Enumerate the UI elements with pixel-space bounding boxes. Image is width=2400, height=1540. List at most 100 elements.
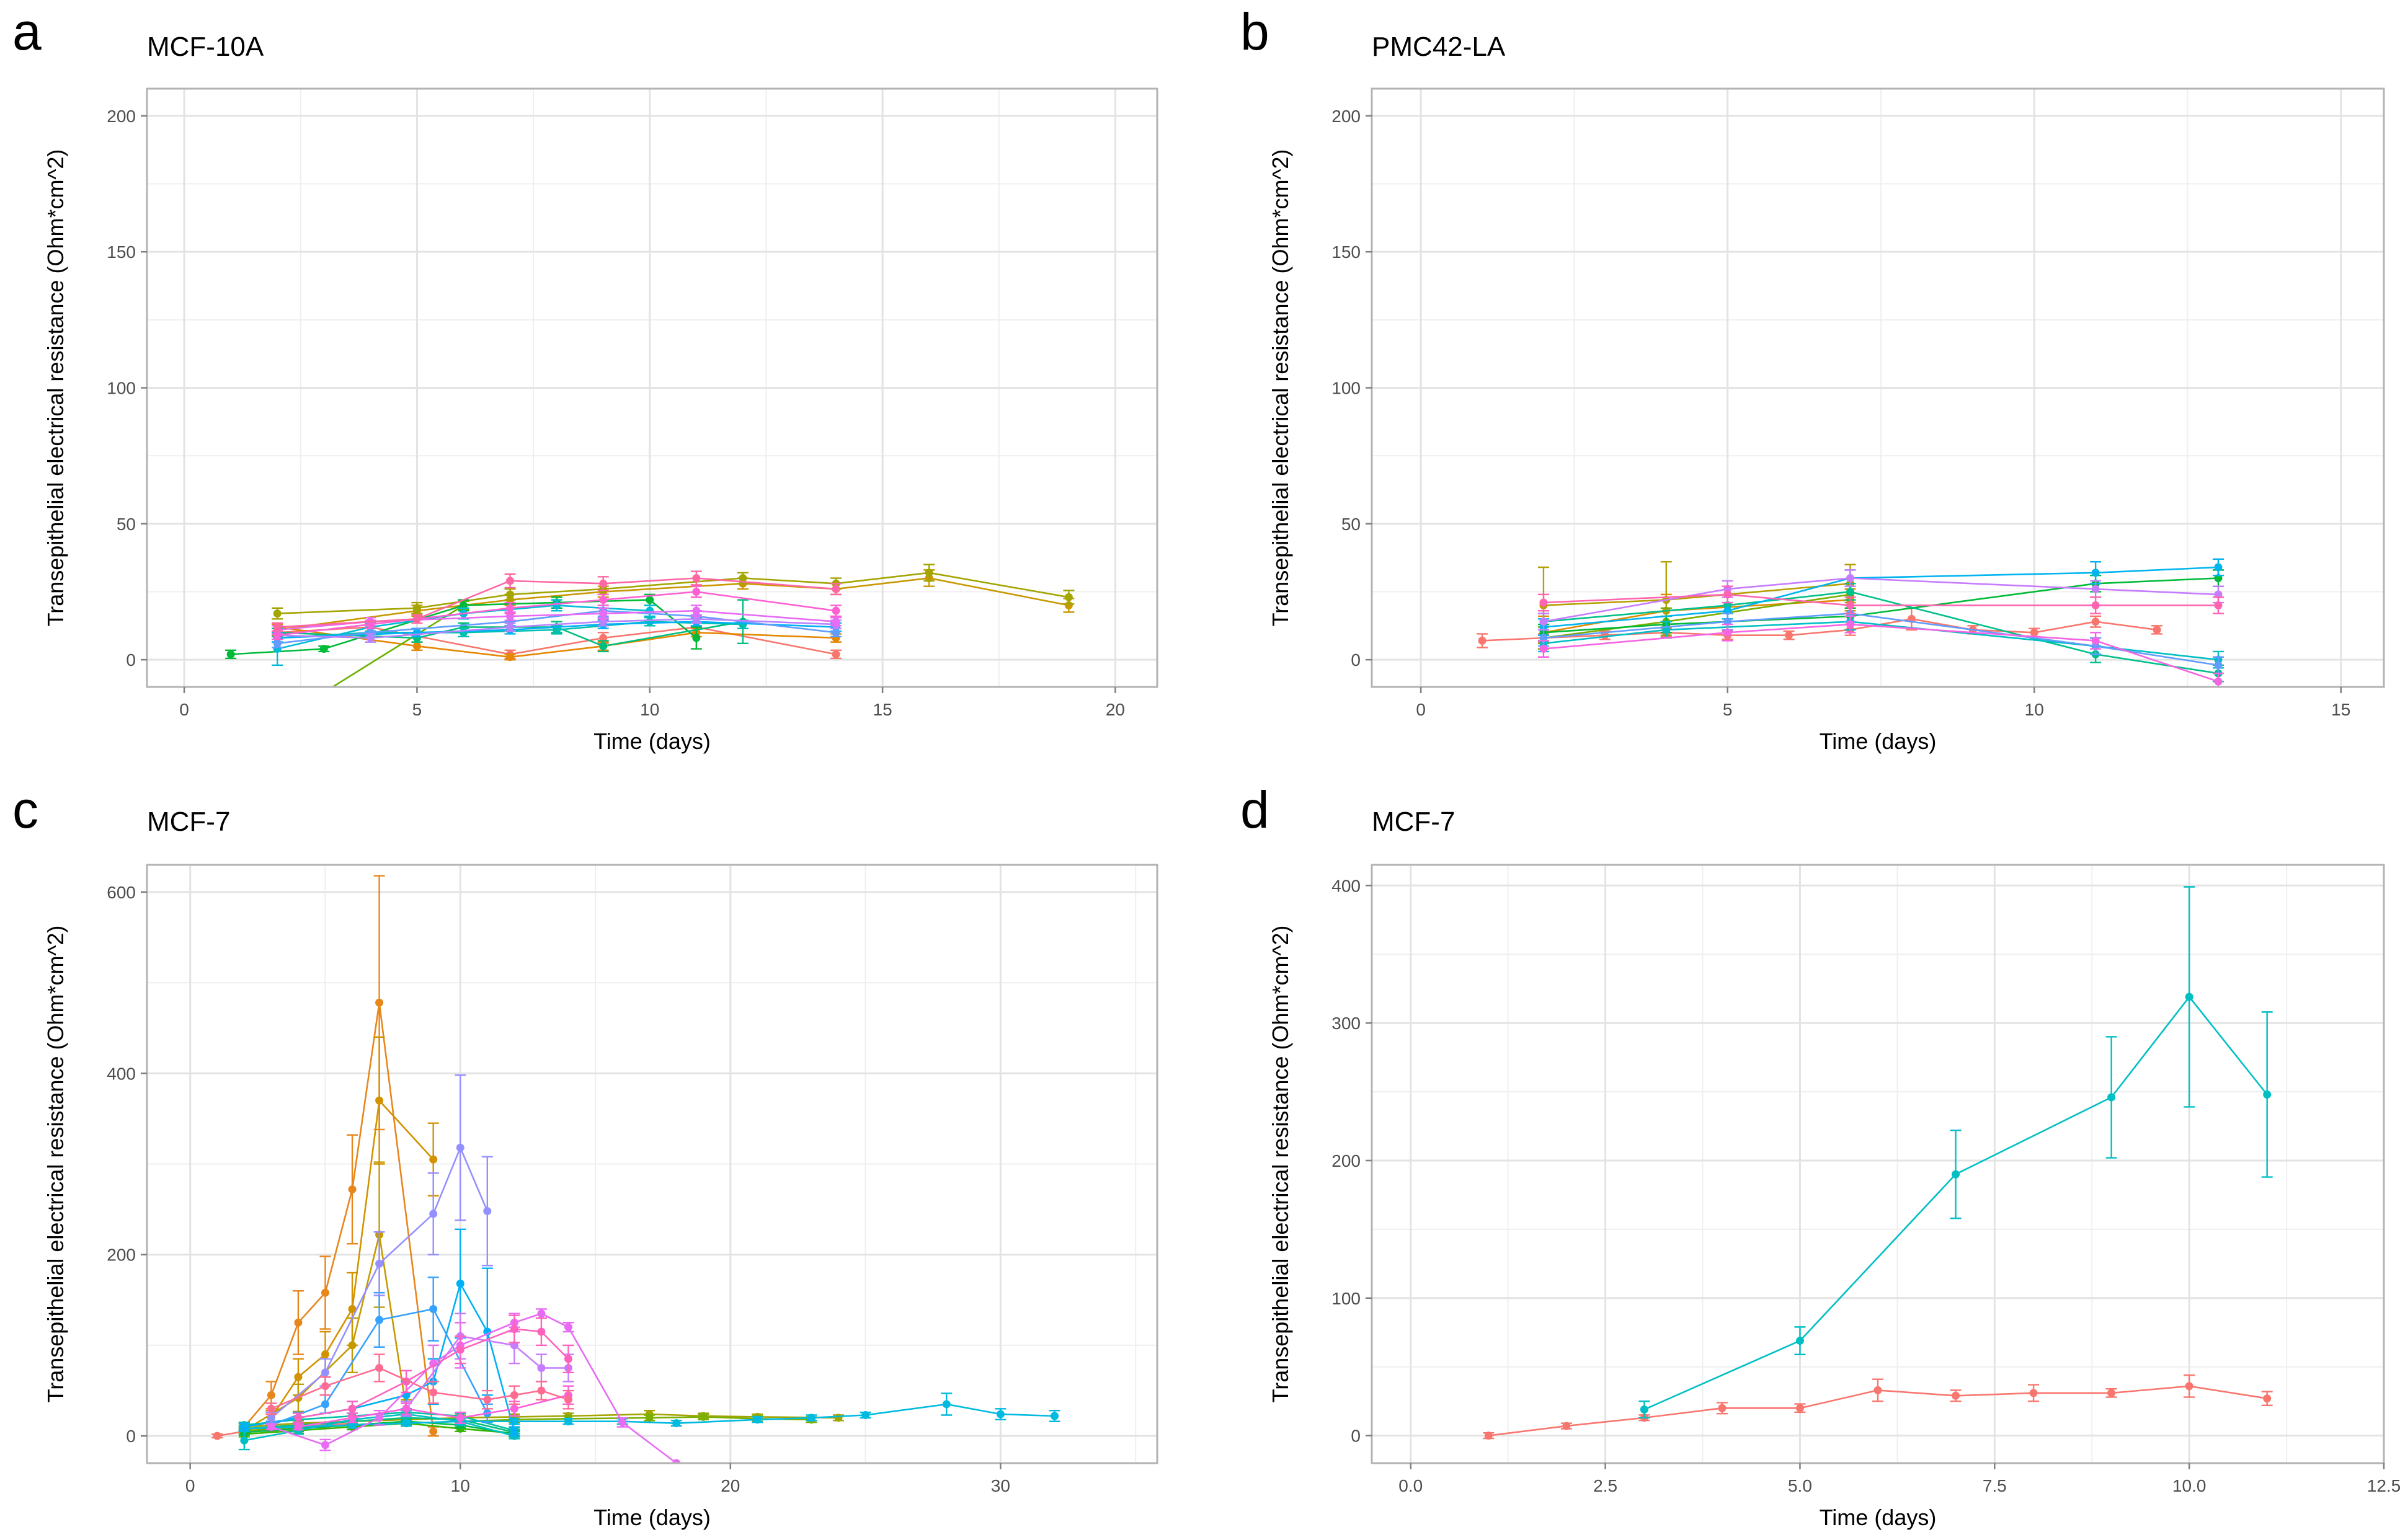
data-point [1064,593,1073,601]
data-point [672,1459,681,1463]
data-point [2091,601,2100,609]
data-point [2030,628,2038,637]
data-point [832,585,840,593]
series-line [277,591,837,636]
data-point [599,642,608,650]
x-tick-label: 10 [640,700,659,719]
y-tick-label: 50 [1341,515,1361,534]
y-tick-label: 200 [107,1246,136,1265]
series-line [277,572,1069,614]
series-14 [272,585,842,640]
data-point [320,688,328,696]
data-point [366,634,375,642]
y-axis-title: Transepithelial electrical resistance (O… [43,149,68,627]
data-point [646,617,654,626]
data-point [2153,626,2161,634]
data-point [321,1400,329,1409]
data-point [294,1318,303,1327]
data-point [1562,1422,1571,1430]
y-tick-label: 400 [107,1064,136,1083]
data-point [1723,628,1732,637]
panel-title: MCF-7 [1372,807,1455,837]
data-point [1478,636,1487,645]
data-point [2185,1382,2193,1391]
data-point [807,1414,816,1422]
y-tick-label: 0 [126,650,136,670]
data-point [240,1436,249,1445]
x-tick-label: 0 [179,700,189,719]
data-point [506,590,515,599]
data-point [537,1363,546,1372]
x-tick-label: 15 [2331,700,2350,719]
data-point [506,653,515,662]
series-2 [238,875,439,1437]
panel-d: 0.0 2.5 5.0 7.5 10.0 12.5 0 100 200 300 400 Time (d… [1240,781,2400,1530]
data-point [429,1388,438,1397]
series-15 [265,1074,493,1424]
data-point [510,1391,518,1399]
data-point [699,1412,708,1421]
data-point [564,1323,572,1332]
series-15 [272,570,842,632]
y-axis-title: Transepithelial electrical resistance (O… [1268,926,1293,1403]
data-point [537,1309,546,1318]
data-point [429,1427,438,1436]
data-point [942,1400,951,1409]
data-point [375,1259,384,1268]
data-point [739,574,747,583]
x-tick-label: 5 [412,700,422,719]
data-point [226,650,235,658]
data-point [996,1410,1005,1418]
data-point [2091,585,2100,593]
data-point [375,1316,384,1324]
data-point [2263,1394,2272,1403]
y-tick-label: 0 [1351,650,1361,670]
series-line [277,626,837,658]
data-point [456,1345,464,1354]
data-point [2107,1093,2116,1102]
data-point [273,623,282,631]
series-group [211,875,1060,1463]
x-tick-label: 20 [1106,700,1125,719]
x-tick-label: 10 [2025,700,2044,719]
data-point [1785,631,1793,640]
data-point [510,1325,518,1334]
data-point [2214,677,2223,686]
data-point [1952,1170,1960,1179]
data-point [1952,1391,1960,1400]
data-point [429,1155,438,1164]
data-point [412,604,421,613]
data-point [319,645,328,653]
data-point [2091,569,2100,577]
data-point [375,1414,384,1422]
data-point [692,574,701,583]
data-point [375,1096,384,1105]
data-point [240,1423,249,1432]
series-1 [1483,1374,2273,1440]
panel-letter: b [1240,2,1269,61]
data-point [321,1368,329,1377]
panel-letter: c [12,781,38,839]
x-tick-label: 15 [873,700,892,719]
data-point [456,1143,464,1152]
data-point [456,1280,464,1288]
data-point [456,1414,464,1422]
data-point [213,1432,221,1440]
data-point [348,1404,357,1413]
data-point [483,1396,492,1404]
data-point [1723,590,1732,599]
x-tick-label: 0.0 [1398,1476,1423,1495]
data-point [2107,1389,2116,1397]
data-point [273,609,282,618]
x-axis-title: Time (days) [1820,1505,1937,1530]
data-point [348,1341,357,1350]
data-point [412,642,421,650]
data-point [273,639,282,648]
y-tick-label: 200 [107,107,136,126]
data-point [506,604,515,613]
data-point [483,1207,492,1216]
data-point [537,1386,546,1395]
data-point [599,579,608,588]
data-point [2214,601,2223,609]
series-line [277,577,837,628]
